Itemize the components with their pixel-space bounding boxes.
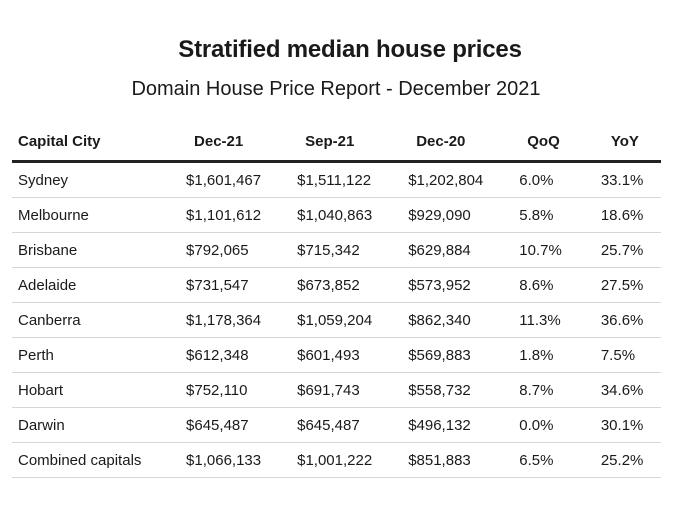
cell-sep-21: $645,487 [297,416,360,434]
cell-yoy: 7.5% [600,346,636,364]
cell-dec-20: $496,132 [408,416,471,434]
table-row: Sydney $1,601,467 $1,511,122 $1,202,804 6.0%… [12,162,661,198]
cell-dec-21: $612,348 [186,346,249,364]
column-header-qoq: QoQ [527,132,560,150]
cell-city: Adelaide [18,276,77,294]
cell-sep-21: $715,342 [297,241,360,259]
price-table: Capital City Dec-21 Sep-21 Dec-20 QoQ Yo… [12,122,661,478]
cell-city: Darwin [18,416,65,434]
chart-subtitle: Domain House Price Report - December 202… [131,78,541,100]
cell-dec-20: $558,732 [408,381,471,399]
table-header-row: Capital City Dec-21 Sep-21 Dec-20 QoQ Yo… [12,122,661,162]
cell-yoy: 25.2% [600,451,644,469]
table-row: Perth $612,348 $601,493 $569,883 1.8% 7.5% [12,338,661,373]
cell-yoy: 27.5% [600,276,644,294]
table-body: Sydney $1,601,467 $1,511,122 $1,202,804 6.0%… [12,162,661,478]
cell-sep-21: $673,852 [297,276,360,294]
cell-city: Sydney [18,171,69,189]
cell-sep-21: $1,511,122 [297,171,372,189]
cell-city: Brisbane [18,241,78,259]
column-header-capital-city: Capital City [18,132,101,150]
cell-dec-21: $1,178,364 [186,311,262,329]
table-row: Darwin $645,487 $645,487 $496,132 0.0% 30.1% [12,408,661,443]
cell-qoq: 0.0% [519,416,554,434]
cell-dec-20: $1,202,804 [408,171,484,189]
chart-title: Stratified median house prices [178,36,522,63]
cell-qoq: 8.6% [519,276,554,294]
table-row: Adelaide $731,547 $673,852 $573,952 8.6% 27.5… [12,268,661,303]
cell-dec-21: $1,066,133 [186,451,262,469]
cell-dec-21: $1,101,612 [186,206,262,224]
cell-dec-20: $851,883 [408,451,471,469]
cell-sep-21: $691,743 [297,381,360,399]
cell-dec-21: $792,065 [186,241,249,259]
column-header-yoy: YoY [610,132,639,150]
cell-sep-21: $601,493 [297,346,360,364]
cell-qoq: 6.0% [519,171,554,189]
table-row: Hobart $752,110 $691,743 $558,732 8.7% 34.6% [12,373,661,408]
cell-dec-21: $752,110 [186,381,248,399]
cell-dec-21: $1,601,467 [186,171,262,189]
column-header-sep-21: Sep-21 [305,132,355,150]
cell-qoq: 8.7% [519,381,554,399]
column-header-dec-21: Dec-21 [194,132,244,150]
cell-dec-21: $645,487 [186,416,249,434]
table-row: Melbourne $1,101,612 $1,040,863 $929,090 5.8… [12,198,661,233]
cell-qoq: 10.7% [519,241,562,259]
cell-qoq: 5.8% [519,206,554,224]
cell-city: Hobart [18,381,64,399]
cell-qoq: 6.5% [519,451,554,469]
cell-sep-21: $1,001,222 [297,451,373,469]
column-header-dec-20: Dec-20 [416,132,466,150]
cell-yoy: 34.6% [600,381,644,399]
cell-qoq: 1.8% [519,346,554,364]
table-row: Canberra $1,178,364 $1,059,204 $862,340 11.3… [12,303,661,338]
cell-yoy: 33.1% [600,171,644,189]
cell-city: Perth [18,346,54,364]
table-row: Combined capitals $1,066,133 $1,001,222 $85… [12,443,661,478]
cell-city: Canberra [18,311,81,329]
cell-sep-21: $1,059,204 [297,311,373,329]
cell-dec-20: $929,090 [408,206,471,224]
cell-dec-20: $573,952 [408,276,471,294]
cell-city: Combined capitals [18,451,142,469]
cell-dec-20: $629,884 [408,241,471,259]
cell-yoy: 25.7% [600,241,644,259]
cell-sep-21: $1,040,863 [297,206,373,224]
cell-qoq: 11.3% [519,311,561,329]
cell-yoy: 30.1% [600,416,644,434]
cell-yoy: 36.6% [600,311,644,329]
cell-dec-21: $731,547 [186,276,249,294]
cell-dec-20: $569,883 [408,346,471,364]
cell-yoy: 18.6% [600,206,644,224]
cell-city: Melbourne [18,206,89,224]
table-row: Brisbane $792,065 $715,342 $629,884 10.7% 25.… [12,233,661,268]
cell-dec-20: $862,340 [408,311,471,329]
